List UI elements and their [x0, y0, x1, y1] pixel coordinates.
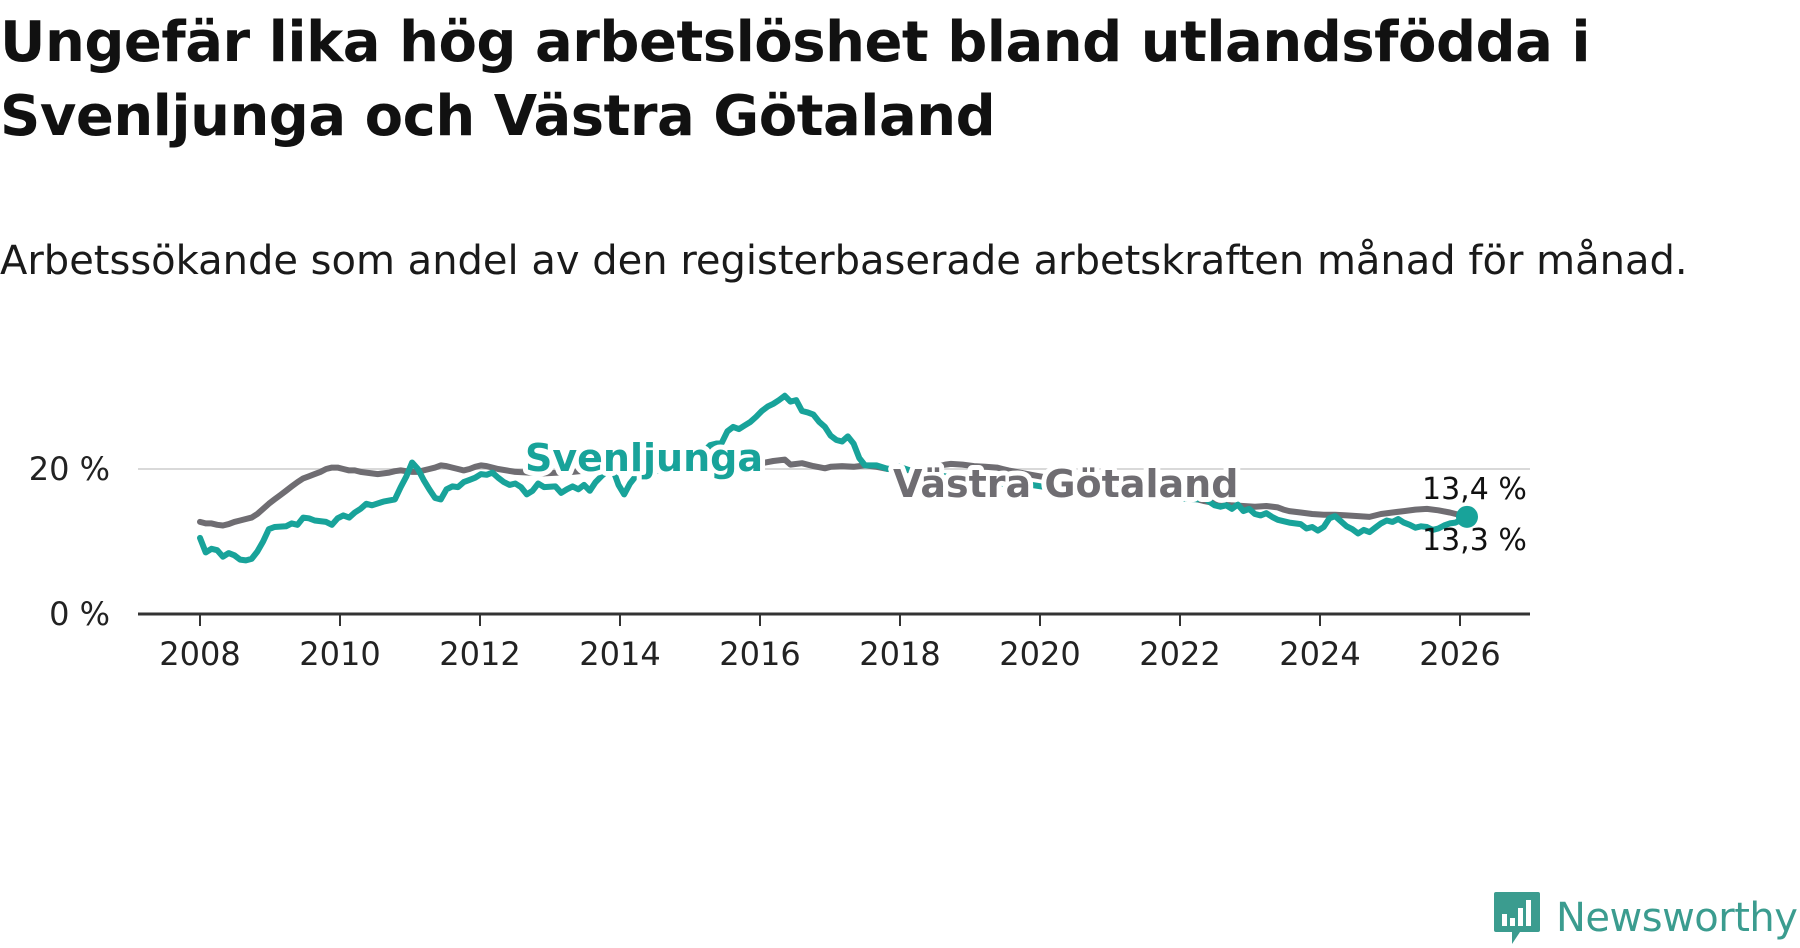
svenljunga-end-label: 13,3 % [1422, 523, 1527, 558]
chart-title: Ungefär lika hög arbetslöshet bland utla… [0, 10, 1591, 149]
x-tick-label: 2018 [859, 635, 940, 673]
vastra-gotaland-series-label-halo: Västra Götaland [893, 462, 1238, 506]
svenljunga-series-label: Svenljunga [525, 436, 763, 480]
svenljunga-end-dot [1456, 505, 1478, 528]
x-tick-label: 2014 [579, 635, 660, 673]
x-tick-label: 2008 [159, 635, 240, 673]
brand-logo: Newsworthy [1492, 888, 1798, 948]
newsworthy-chart-icon [1494, 892, 1540, 944]
x-tick-label: 2024 [1279, 635, 1360, 673]
x-tick-label: 2016 [719, 635, 800, 673]
svenljunga-series-label-halo: Svenljunga [525, 436, 763, 480]
y-tick-label: 20 % [29, 450, 110, 488]
svenljunga-line [197, 392, 1470, 564]
x-tick-label: 2010 [299, 635, 380, 673]
x-tick-label: 2020 [999, 635, 1080, 673]
vastra-gotaland-series-label: Västra Götaland [893, 462, 1238, 506]
x-tick-label: 2026 [1419, 635, 1500, 673]
y-tick-label: 0 % [49, 595, 110, 633]
brand-name: Newsworthy [1556, 895, 1798, 941]
vastra-gotaland-end-label: 13,4 % [1422, 472, 1527, 507]
chart-subtitle: Arbetssökande som andel av den registerb… [0, 238, 1688, 284]
x-tick-label: 2012 [439, 635, 520, 673]
x-tick-label: 2022 [1139, 635, 1220, 673]
